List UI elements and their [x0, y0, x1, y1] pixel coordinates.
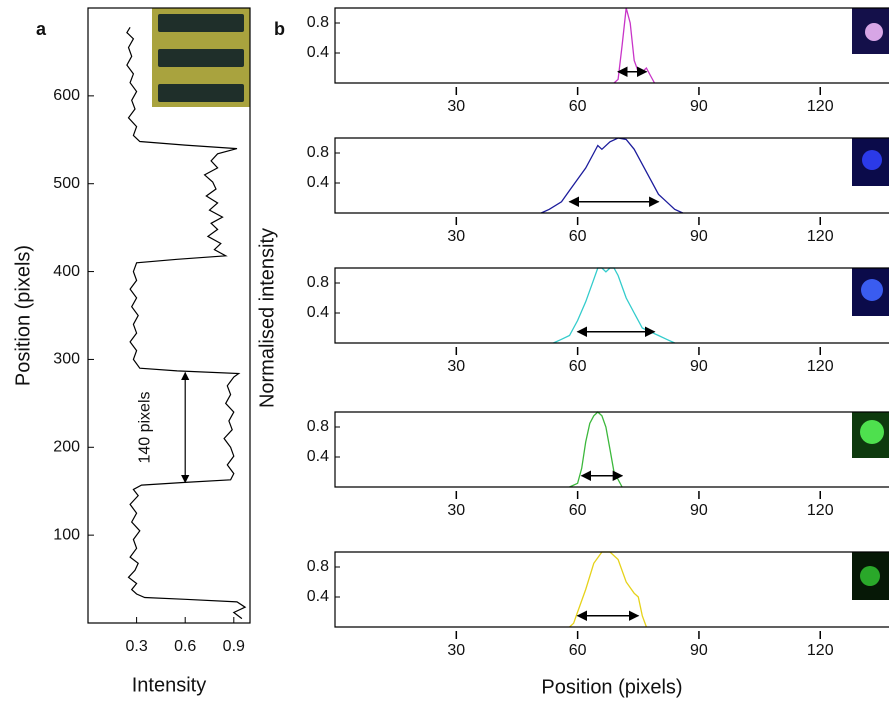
x-tick-label: 0.6 [174, 638, 196, 655]
y-tick-label: 0.8 [307, 274, 329, 291]
inset-images-b [852, 8, 889, 600]
y-tick-label: 400 [53, 263, 80, 280]
y-tick-label: 0.4 [307, 448, 329, 465]
panel-label: a [36, 19, 47, 39]
y-tick-label: 600 [53, 87, 80, 104]
x-tick-label: 90 [690, 98, 708, 115]
y-tick-label: 0.8 [307, 558, 329, 575]
axes-frame [87, 7, 251, 624]
y-tick-label: 300 [53, 351, 80, 368]
x-tick-label: 30 [447, 642, 465, 659]
x-tick-label: 120 [807, 642, 834, 659]
x-tick-label: 60 [569, 358, 587, 375]
x-tick-label: 120 [807, 228, 834, 245]
y-tick-label: 0.4 [307, 174, 329, 191]
x-tick-label: 60 [569, 502, 587, 519]
x-tick-label: 120 [807, 98, 834, 115]
x-tick-label: 30 [447, 228, 465, 245]
inset-image [152, 8, 250, 107]
y-axis-label: Position (pixels) [12, 245, 34, 386]
profile-line [613, 7, 656, 84]
y-tick-label: 200 [53, 439, 80, 456]
y-tick-label: 0.4 [307, 44, 329, 61]
x-axis-label: Intensity [132, 674, 206, 696]
axes-frame [334, 267, 889, 344]
x-tick-label: 90 [690, 358, 708, 375]
y-tick-label: 100 [53, 526, 80, 543]
x-tick-label: 30 [447, 98, 465, 115]
y-tick-label: 0.4 [307, 588, 329, 605]
x-tick-label: 120 [807, 358, 834, 375]
profile-line [126, 26, 247, 620]
axes-frame [334, 137, 889, 214]
x-tick-label: 60 [569, 98, 587, 115]
y-tick-label: 500 [53, 175, 80, 192]
axes-frame [334, 411, 889, 488]
x-tick-label: 60 [569, 228, 587, 245]
x-tick-label: 90 [690, 642, 708, 659]
y-tick-label: 0.8 [307, 144, 329, 161]
annotation-text: 140 pixels [136, 391, 153, 463]
y-axis-label: Normalised intensity [256, 228, 278, 408]
x-tick-label: 90 [690, 502, 708, 519]
x-tick-label: 60 [569, 642, 587, 659]
x-tick-label: 90 [690, 228, 708, 245]
profile-line [540, 137, 684, 214]
x-tick-label: 0.3 [125, 638, 147, 655]
y-tick-label: 0.8 [307, 418, 329, 435]
x-tick-label: 30 [447, 502, 465, 519]
x-tick-label: 120 [807, 502, 834, 519]
x-tick-label: 0.9 [223, 638, 245, 655]
y-tick-label: 0.8 [307, 14, 329, 31]
axes-frame [334, 7, 889, 84]
axes-frame [334, 551, 889, 628]
y-tick-label: 0.4 [307, 304, 329, 321]
x-axis-label: Position (pixels) [541, 676, 682, 698]
panel-label: b [274, 19, 285, 39]
x-tick-label: 30 [447, 358, 465, 375]
